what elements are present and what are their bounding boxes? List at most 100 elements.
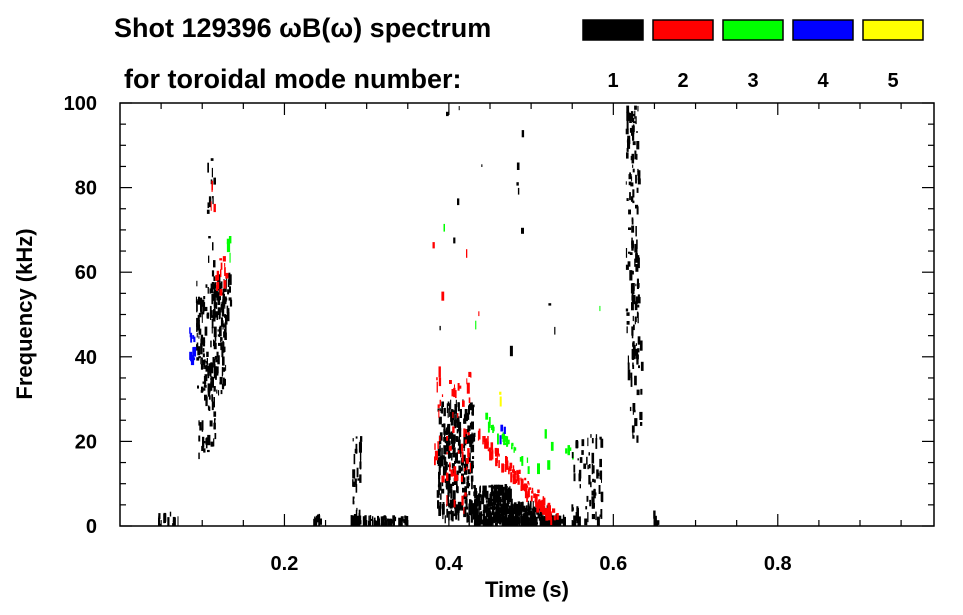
spectrum-mark-mode-1 (456, 452, 458, 461)
spectrum-mark-mode-2 (455, 474, 459, 481)
spectrum-mark-mode-3 (521, 456, 524, 466)
spectrum-mark-mode-1 (629, 112, 632, 123)
spectrum-mark-mode-1 (596, 516, 600, 526)
spectrum-mark-mode-1 (198, 312, 202, 318)
spectrum-mark-mode-1 (222, 342, 225, 353)
spectrum-mark-mode-1 (475, 495, 479, 506)
spectrum-mark-mode-2 (550, 517, 553, 526)
spectrum-mark-mode-1 (473, 485, 476, 489)
spectrum-mark-mode-1 (590, 481, 592, 488)
spectrum-mark-mode-1 (212, 242, 214, 251)
spectrum-mark-mode-1 (459, 448, 462, 454)
spectrum-mark-mode-1 (470, 475, 474, 482)
spectrum-mark-mode-1 (636, 389, 640, 396)
spectrum-mark-mode-1 (315, 515, 318, 525)
spectrum-mark-mode-1 (520, 502, 522, 511)
spectrum-mark-mode-1 (640, 422, 643, 426)
spectrum-mark-mode-1 (464, 469, 468, 475)
spectrum-mark-mode-2 (469, 463, 471, 473)
spectrum-mark-mode-1 (441, 447, 443, 457)
spectrum-mark-mode-1 (475, 501, 477, 507)
spectrum-mark-mode-2 (467, 432, 470, 436)
spectrum-mark-mode-1 (202, 340, 206, 347)
spectrum-mark-mode-1 (481, 495, 485, 504)
spectrum-mark-mode-1 (468, 515, 470, 526)
spectrum-mark-mode-1 (466, 499, 468, 507)
spectrum-mark-mode-1 (497, 513, 501, 524)
spectrum-mark-mode-1 (447, 482, 450, 492)
spectrum-mark-mode-2 (438, 377, 442, 387)
spectrum-mark-mode-2 (513, 470, 517, 476)
spectrum-mark-mode-1 (490, 501, 493, 507)
spectrum-mark-mode-1 (571, 504, 574, 512)
spectrum-mark-mode-1 (631, 217, 634, 222)
spectrum-mark-mode-1 (199, 297, 203, 305)
spectrum-mark-mode-2 (465, 429, 467, 435)
spectrum-mark-mode-2 (534, 494, 538, 500)
spectrum-mark-mode-4 (189, 351, 193, 360)
spectrum-mark-mode-1 (169, 511, 172, 517)
spectrum-mark-mode-1 (205, 360, 207, 364)
spectrum-mark-mode-1 (471, 502, 473, 511)
spectrum-mark-mode-1 (632, 132, 635, 141)
spectrum-mark-mode-2 (501, 463, 504, 473)
spectrum-mark-mode-1 (632, 344, 636, 356)
spectrum-mark-mode-2 (464, 439, 467, 444)
spectrum-mark-mode-1 (439, 445, 441, 452)
spectrum-mark-mode-1 (472, 503, 476, 512)
spectrum-mark-mode-3 (514, 447, 517, 451)
spectrum-mark-mode-4 (500, 424, 504, 432)
spectrum-mark-mode-1 (468, 405, 470, 415)
spectrum-mark-mode-1 (493, 519, 496, 523)
spectrum-mark-mode-2 (512, 469, 515, 473)
spectrum-mark-mode-1 (437, 500, 440, 509)
spectrum-mark-mode-1 (450, 509, 453, 521)
spectrum-mark-mode-1 (473, 501, 476, 505)
spectrum-mark-mode-1 (454, 505, 458, 516)
spectrum-mark-mode-1 (213, 358, 216, 368)
spectrum-mark-mode-1 (214, 433, 217, 440)
spectrum-mark-mode-1 (464, 486, 467, 497)
spectrum-mark-mode-1 (357, 478, 360, 481)
spectrum-mark-mode-1 (480, 519, 484, 525)
spectrum-mark-mode-3 (497, 433, 499, 445)
spectrum-mark-mode-1 (444, 440, 448, 443)
spectrum-mark-mode-1 (207, 434, 211, 446)
spectrum-mark-mode-1 (636, 435, 639, 443)
spectrum-mark-mode-1 (213, 422, 216, 430)
spectrum-mark-mode-1 (592, 478, 595, 483)
spectrum-mark-mode-1 (451, 463, 455, 469)
spectrum-mark-mode-1 (460, 452, 462, 458)
legend-label-mode-3: 3 (747, 70, 758, 92)
spectrum-mark-mode-1 (468, 491, 471, 496)
spectrum-mark-mode-4 (192, 335, 195, 339)
spectrum-mark-mode-2 (216, 270, 220, 281)
spectrum-mark-mode-1 (591, 514, 595, 520)
spectrum-mark-mode-1 (595, 434, 598, 440)
spectrum-mark-mode-3 (485, 412, 489, 420)
spectrum-mark-mode-1 (442, 502, 445, 507)
spectrum-mark-mode-1 (461, 502, 464, 511)
spectrum-mark-mode-1 (477, 519, 479, 526)
spectrum-mark-mode-1 (442, 466, 446, 476)
spectrum-mark-mode-2 (478, 428, 481, 440)
spectrum-mark-mode-1 (530, 518, 533, 526)
spectrum-mark-mode-1 (222, 288, 225, 299)
spectrum-mark-mode-1 (443, 456, 446, 466)
spectrum-mark-mode-1 (471, 481, 473, 490)
spectrum-mark-mode-1 (457, 460, 461, 464)
spectrum-mark-mode-2 (516, 471, 519, 481)
spectrum-mark-mode-1 (356, 507, 358, 511)
spectrum-mark-mode-2 (521, 484, 525, 491)
spectrum-mark-mode-1 (504, 507, 507, 519)
spectrum-mark-mode-4 (190, 332, 193, 343)
spectrum-mark-mode-1 (204, 374, 208, 382)
spectrum-mark-mode-2 (531, 490, 534, 494)
spectrum-mark-mode-1 (448, 503, 451, 508)
spectrum-mark-mode-1 (499, 507, 502, 511)
spectrum-mark-mode-1 (583, 463, 587, 469)
spectrum-mark-mode-1 (630, 377, 633, 387)
spectrum-mark-mode-1 (635, 343, 637, 346)
spectrum-mark-mode-1 (468, 508, 472, 516)
